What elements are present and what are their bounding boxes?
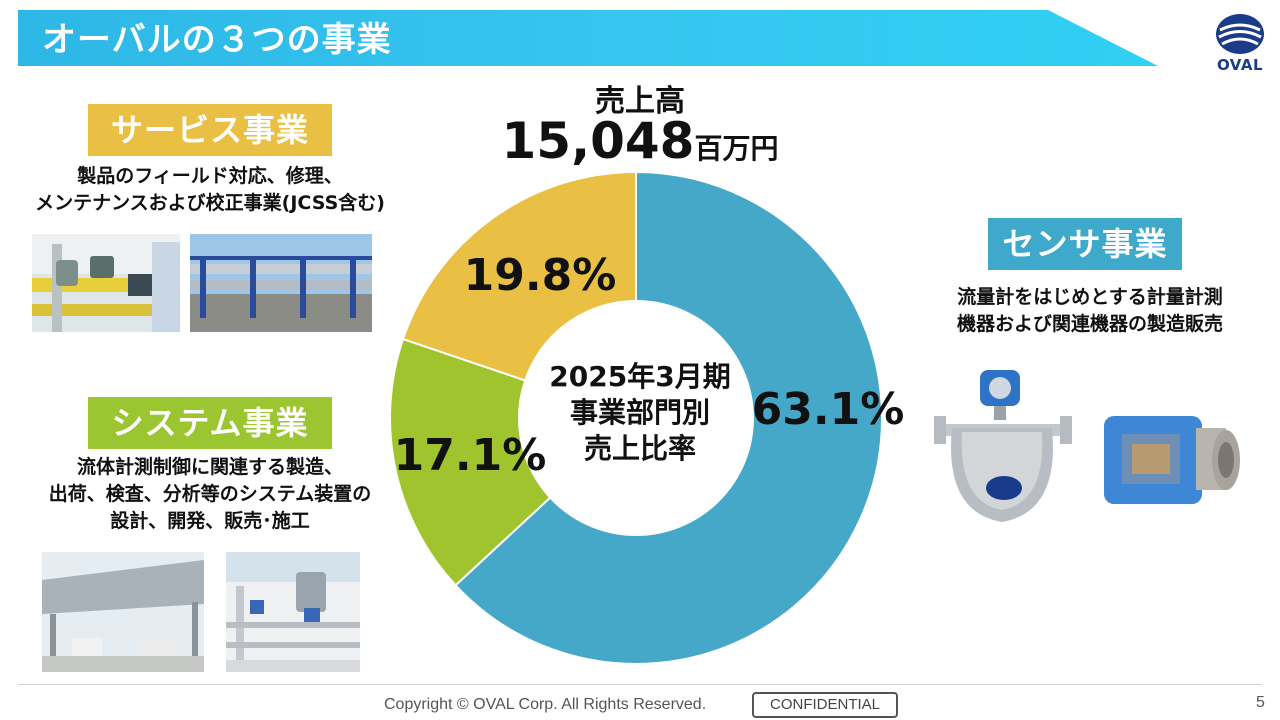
system-desc-line: 流体計測制御に関連する製造、 [76,456,343,478]
service-photo-technician [32,234,180,332]
center-label-ratio: 売上比率 [584,432,696,465]
slice-label-sensor: 63.1% [752,384,905,435]
confidential-badge: CONFIDENTIAL [752,692,898,718]
sales-unit: 百万円 [694,132,779,165]
sales-number: 15,048 [501,112,695,170]
center-label-period: 2025年3月期 [549,360,730,393]
page-title: オーバルの３つの事業 [42,20,392,60]
oval-logo: OVAL [1212,12,1268,76]
sensor-desc-line: 流量計をはじめとする計量計測 [957,286,1223,308]
service-desc-line: メンテナンスおよび校正事業(JCSS含む) [35,192,385,214]
system-photo-loading-station [42,552,204,672]
sensor-description: 流量計をはじめとする計量計測 機器および関連機器の製造販売 [900,284,1280,338]
system-description: 流体計測制御に関連する製造、 出荷、検査、分析等のシステム装置の 設計、開発、販… [0,454,420,535]
footer-divider [18,684,1262,685]
sales-label: 売上高 [595,84,685,119]
page-number: 5 [1256,694,1265,711]
system-desc-line: 設計、開発、販売･施工 [110,510,310,532]
donut-slice-sensor [454,170,883,665]
center-label-category: 事業部門別 [570,396,710,429]
service-badge: サービス事業 [88,104,332,156]
sensor-photo-positive-displacement-meter [1096,408,1246,510]
system-badge: システム事業 [88,397,332,449]
sales-value: 15,048百万円 [470,112,810,170]
system-desc-line: 出荷、検査、分析等のシステム装置の [48,483,372,505]
donut-slice-service [401,170,637,420]
service-description: 製品のフィールド対応、修理、 メンテナンスおよび校正事業(JCSS含む) [0,163,420,217]
service-photo-pipeline [190,234,372,332]
copyright-text: Copyright © OVAL Corp. All Rights Reserv… [384,696,707,713]
sensor-desc-line: 機器および関連機器の製造販売 [956,313,1223,335]
system-photo-equipment [226,552,360,672]
donut-hole [518,300,754,536]
sensor-photo-coriolis-meter [932,362,1078,532]
donut-slice-system [389,337,638,587]
slice-label-service: 19.8% [464,250,617,301]
service-desc-line: 製品のフィールド対応、修理、 [77,165,343,187]
sensor-badge: センサ事業 [988,218,1182,270]
title-banner [18,10,1158,66]
logo-text: OVAL [1216,56,1264,74]
oval-logo-icon [1216,14,1264,54]
